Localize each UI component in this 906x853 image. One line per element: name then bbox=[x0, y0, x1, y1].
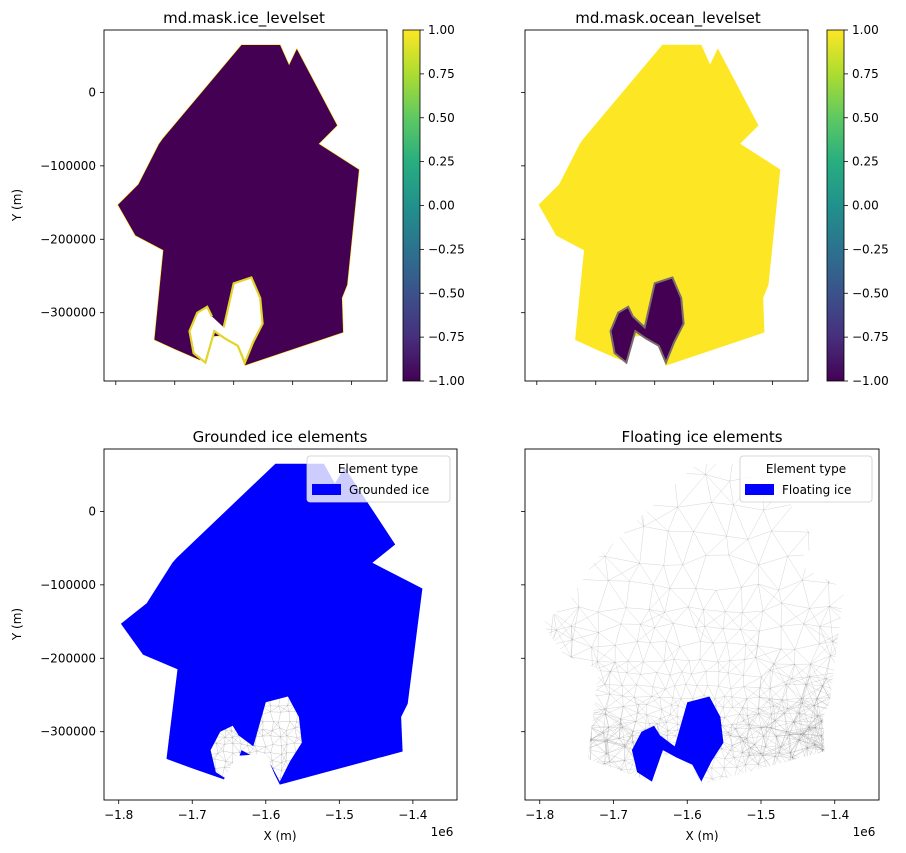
colorbar: 1.00 0.75 0.50 0.25 0.00 −0.25 −0.50 −0.75 −1.00 bbox=[402, 23, 465, 388]
colorbar-tick-label: 0.75 bbox=[852, 67, 879, 81]
panel-floating-ice: Floating ice elements X (m) 1e6 −1.8 −1.7… bbox=[521, 428, 880, 843]
panel-grounded-ice: Grounded ice elements Y (m) X (m) 1e6 −1… bbox=[10, 428, 458, 843]
shelf-gap bbox=[210, 696, 302, 782]
x-tick-label: −1.4 bbox=[820, 808, 849, 822]
x-axis-label: X (m) bbox=[685, 829, 718, 843]
axes-frame bbox=[524, 448, 880, 801]
floating-elements bbox=[631, 696, 724, 782]
panel-title: md.mask.ocean_levelset bbox=[575, 9, 761, 28]
colorbar-tick-label: −0.75 bbox=[428, 330, 465, 344]
mesh-lines bbox=[210, 696, 302, 782]
axes-frame bbox=[524, 29, 809, 382]
y-tick-label: −200000 bbox=[40, 651, 96, 665]
legend: Element type Grounded ice bbox=[306, 455, 451, 503]
legend-entry-label: Floating ice bbox=[782, 483, 851, 497]
legend-entry-label: Grounded ice bbox=[349, 483, 429, 497]
colorbar-tick-label: −0.50 bbox=[428, 286, 465, 300]
x-offset-text: 1e6 bbox=[431, 825, 454, 839]
ice-front-contour bbox=[188, 276, 264, 366]
colorbar-tick-label: 0.25 bbox=[852, 155, 879, 169]
shelf-mesh bbox=[210, 696, 302, 782]
y-tick-label: 0 bbox=[88, 85, 96, 99]
x-tick-label: −1.4 bbox=[398, 808, 427, 822]
x-tick-label: −1.8 bbox=[525, 808, 554, 822]
axes-frame bbox=[103, 448, 458, 801]
y-tick-label: −100000 bbox=[40, 578, 96, 592]
x-tick-label: −1.7 bbox=[599, 808, 628, 822]
ocean-levelset-shelf-field bbox=[609, 276, 685, 366]
colorbar-tick-label: −1.00 bbox=[852, 374, 889, 388]
colorbar-tick-label: 0.00 bbox=[852, 199, 879, 213]
colorbar-tick-label: 1.00 bbox=[428, 23, 455, 37]
colorbar-tick-label: −0.75 bbox=[852, 330, 889, 344]
colorbar-tick-label: −0.25 bbox=[428, 242, 465, 256]
colorbar-tick-label: 0.00 bbox=[428, 199, 455, 213]
x-tick-label: −1.6 bbox=[251, 808, 280, 822]
y-tick-label: −300000 bbox=[40, 306, 96, 320]
x-tick-label: −1.6 bbox=[673, 808, 702, 822]
x-tick-label: −1.7 bbox=[178, 808, 207, 822]
panel-title: md.mask.ice_levelset bbox=[163, 9, 325, 28]
colorbar-tick-label: 0.25 bbox=[428, 155, 455, 169]
y-axis-label: Y (m) bbox=[10, 608, 24, 641]
colorbar-tick-label: 0.50 bbox=[428, 111, 455, 125]
colorbar-tick-label: 0.75 bbox=[428, 67, 455, 81]
legend-swatch bbox=[312, 484, 341, 495]
panel-title: Grounded ice elements bbox=[193, 428, 368, 446]
colorbar-tick-label: −0.50 bbox=[852, 286, 889, 300]
x-tick-label: −1.5 bbox=[325, 808, 354, 822]
y-tick-label: −300000 bbox=[40, 725, 96, 739]
x-offset-text: 1e6 bbox=[853, 825, 876, 839]
ocean-levelset-grounded-field bbox=[538, 44, 781, 366]
panel-ocean-levelset: md.mask.ocean_levelset 1.00 0.75 0.50 0.25 0… bbox=[521, 9, 889, 388]
y-axis-label: Y (m) bbox=[10, 189, 24, 222]
legend-title: Element type bbox=[766, 462, 846, 476]
colorbar: 1.00 0.75 0.50 0.25 0.00 −0.25 −0.50 −0.75 −1.00 bbox=[826, 23, 889, 388]
axes-frame bbox=[103, 29, 388, 382]
y-tick-label: −200000 bbox=[40, 232, 96, 246]
x-tick-label: −1.8 bbox=[104, 808, 133, 822]
panel-title: Floating ice elements bbox=[621, 428, 782, 446]
y-tick-label: 0 bbox=[88, 504, 96, 518]
colorbar-tick-label: −0.25 bbox=[852, 242, 889, 256]
colorbar-tick-label: 1.00 bbox=[852, 23, 879, 37]
y-tick-label: −100000 bbox=[40, 159, 96, 173]
colorbar-tick-label: 0.50 bbox=[852, 111, 879, 125]
legend: Element type Floating ice bbox=[739, 455, 873, 503]
mesh-edges bbox=[210, 696, 302, 782]
colorbar-gradient bbox=[826, 29, 845, 382]
legend-swatch bbox=[745, 484, 774, 495]
x-tick-label: −1.5 bbox=[746, 808, 775, 822]
colorbar-tick-label: −1.00 bbox=[428, 374, 465, 388]
legend-box bbox=[306, 455, 451, 503]
panel-ice-levelset: md.mask.ice_levelset Y (m) 0 −100000 −2000… bbox=[10, 9, 465, 388]
legend-title: Element type bbox=[338, 462, 418, 476]
x-axis-label: X (m) bbox=[263, 829, 296, 843]
colorbar-gradient bbox=[402, 29, 421, 382]
grounded-elements bbox=[120, 463, 423, 785]
